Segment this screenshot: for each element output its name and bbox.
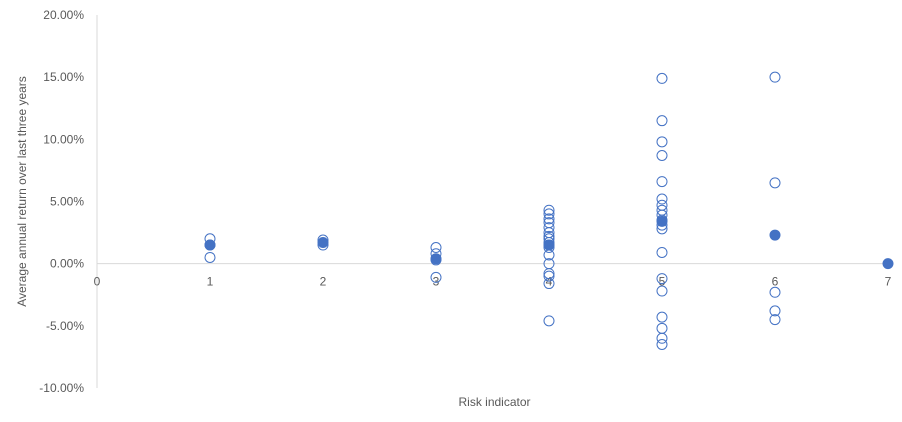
data-point (543, 222, 555, 234)
data-point (656, 149, 668, 161)
x-tick-label: 4 (546, 275, 553, 289)
axes (96, 15, 888, 388)
x-tick-label: 1 (207, 275, 214, 289)
data-point (656, 322, 668, 334)
data-point (769, 177, 781, 189)
x-axis-title: Risk indicator (458, 395, 530, 409)
data-point (430, 242, 442, 254)
data-point (204, 251, 216, 263)
x-tick-labels: 0 1 2 3 4 5 6 7 (94, 275, 892, 289)
average-point (882, 258, 894, 270)
average-point (543, 239, 555, 251)
y-axis-title: Average annual return over last three ye… (15, 76, 29, 307)
x-tick-label: 3 (433, 275, 440, 289)
data-point (543, 204, 555, 216)
data-point (656, 136, 668, 148)
y-tick-label: 10.00% (43, 132, 84, 146)
average-point (430, 253, 442, 265)
data-point (656, 246, 668, 258)
data-point (543, 213, 555, 225)
data-point (769, 305, 781, 317)
data-point (656, 115, 668, 127)
y-tick-label: 20.00% (43, 8, 84, 22)
data-point (543, 270, 555, 282)
average-point (769, 229, 781, 241)
data-point (656, 72, 668, 84)
data-point (656, 273, 668, 285)
y-tick-label: 15.00% (43, 70, 84, 84)
x-tick-label: 0 (94, 275, 101, 289)
x-tick-label: 2 (320, 275, 327, 289)
average-point (317, 237, 329, 249)
x-tick-label: 7 (885, 275, 892, 289)
data-point (656, 193, 668, 205)
data-markers (204, 71, 894, 350)
y-tick-label: -5.00% (46, 319, 84, 333)
data-point (543, 208, 555, 220)
data-point (543, 315, 555, 327)
data-point (430, 271, 442, 283)
data-point (543, 278, 555, 290)
data-point (656, 311, 668, 323)
x-tick-label: 6 (772, 275, 779, 289)
y-tick-labels: -10.00% -5.00% 0.00% 5.00% 10.00% 15.00% 20.00… (39, 8, 84, 395)
data-point (656, 332, 668, 344)
y-tick-label: 5.00% (50, 195, 84, 209)
average-point (204, 239, 216, 251)
data-point (769, 71, 781, 83)
data-point (656, 338, 668, 350)
data-point (656, 176, 668, 188)
data-point (656, 285, 668, 297)
x-tick-label: 5 (659, 275, 666, 289)
y-tick-label: 0.00% (50, 257, 84, 271)
data-point (769, 286, 781, 298)
average-point (656, 215, 668, 227)
data-point (769, 314, 781, 326)
y-tick-label: -10.00% (39, 381, 84, 395)
